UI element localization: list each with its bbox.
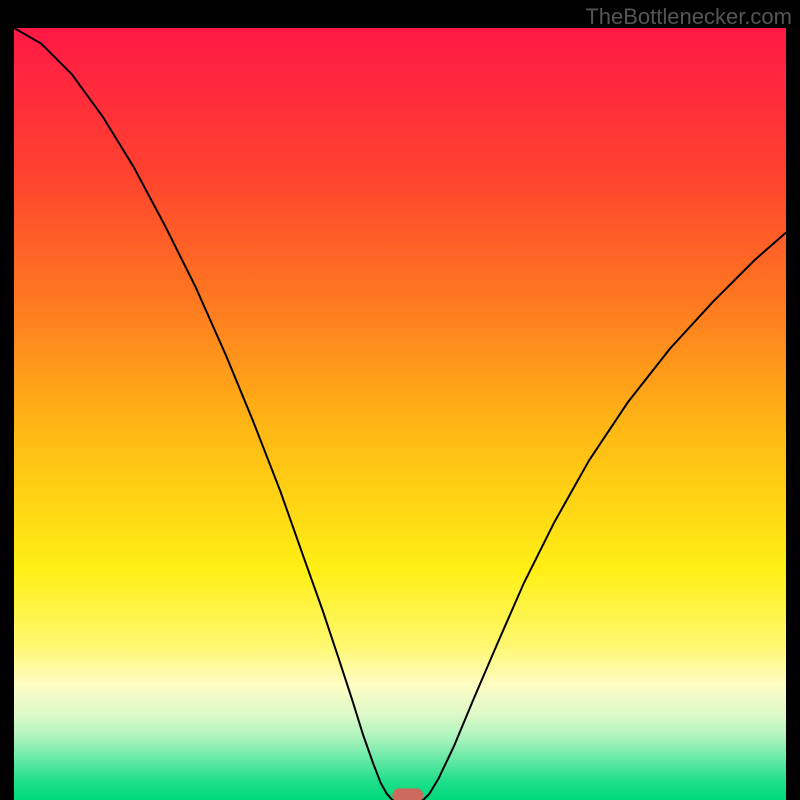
bottleneck-chart — [0, 0, 800, 800]
minimum-marker — [392, 788, 423, 800]
watermark-text: TheBottlenecker.com — [585, 4, 792, 30]
gradient-background — [14, 28, 786, 800]
